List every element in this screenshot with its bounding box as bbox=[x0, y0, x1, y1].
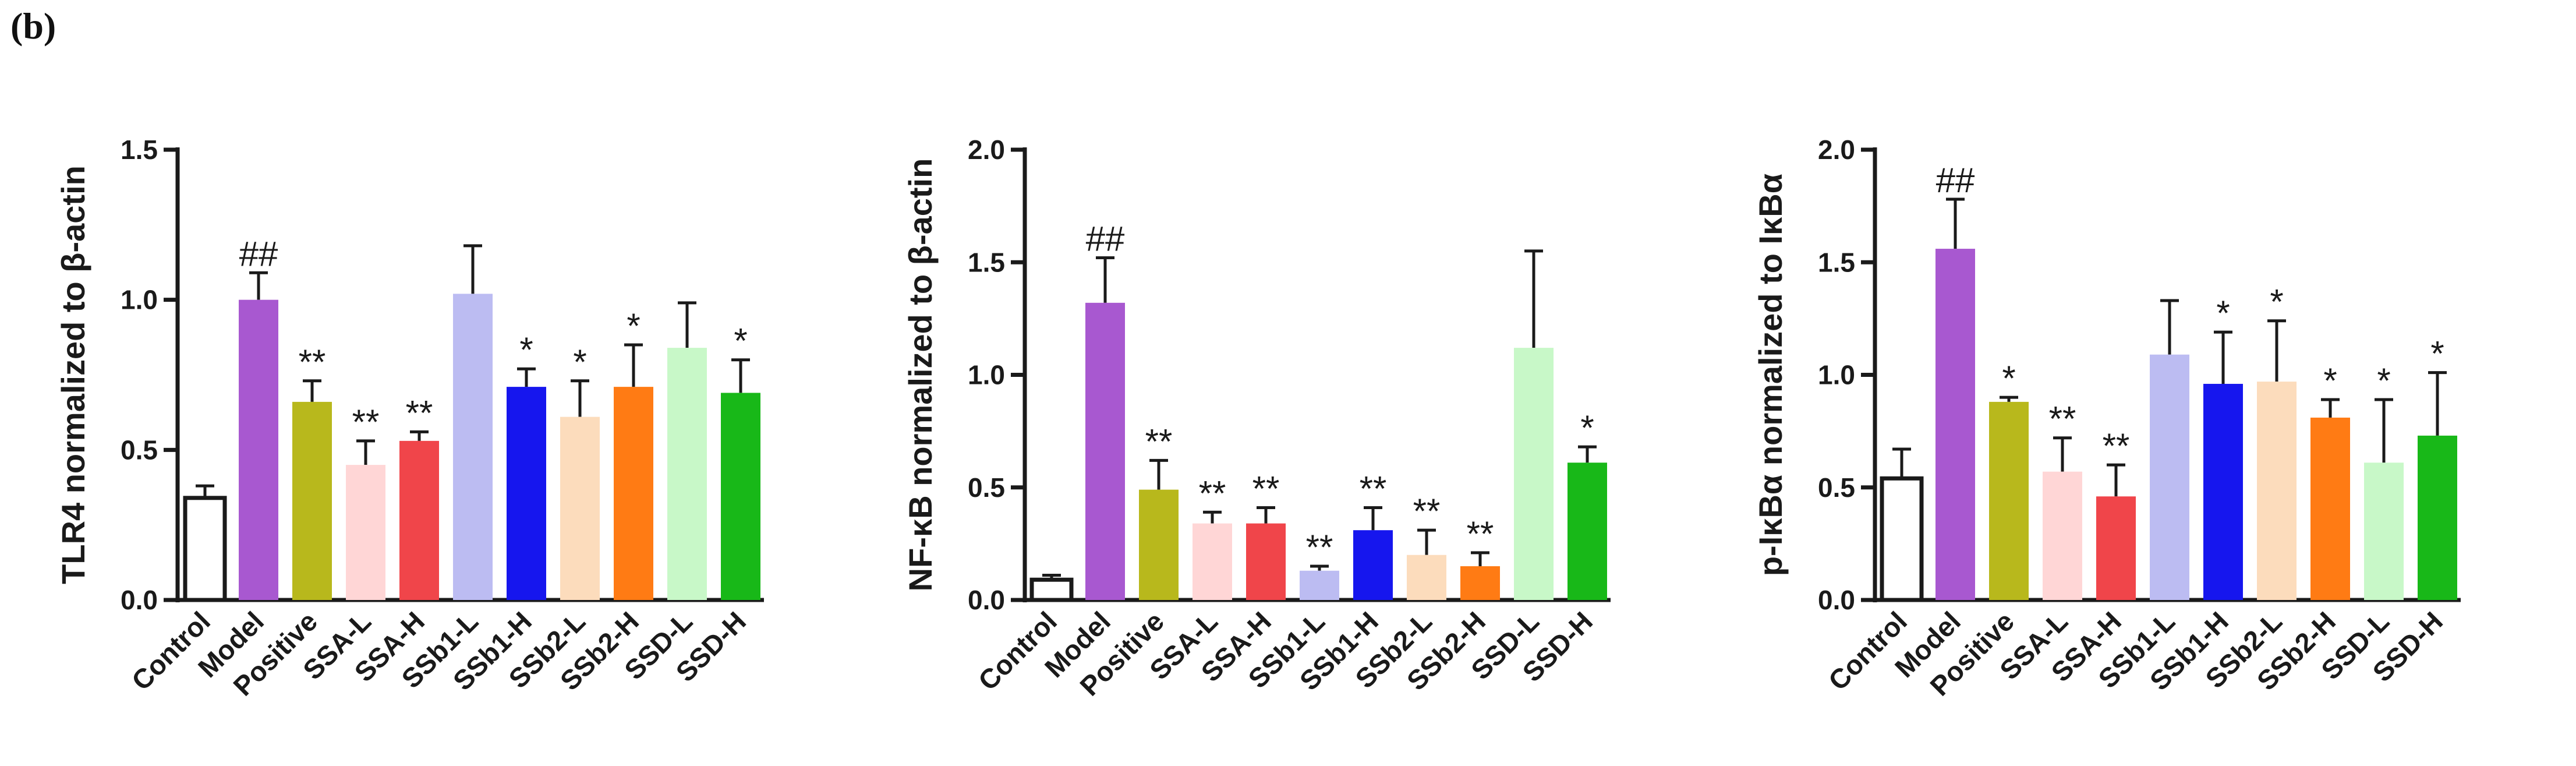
y-tick-label: 1.5 bbox=[968, 247, 1005, 277]
bar-ssd-h bbox=[2418, 435, 2457, 600]
bar-control bbox=[1029, 577, 1074, 602]
significance-marker: ** bbox=[2103, 426, 2130, 465]
significance-marker: * bbox=[2002, 359, 2015, 398]
significance-marker: * bbox=[519, 330, 533, 369]
y-tick-label: 0.0 bbox=[968, 585, 1005, 615]
significance-marker: * bbox=[2377, 361, 2390, 400]
bar-model bbox=[1935, 249, 1975, 600]
bar-ssb2-l bbox=[2257, 382, 2297, 600]
bar-ssb1-h bbox=[1353, 530, 1393, 600]
y-tick-label: 2.0 bbox=[968, 135, 1005, 165]
significance-marker: ** bbox=[1360, 470, 1387, 509]
bar-ssb1-l bbox=[2150, 354, 2189, 600]
y-axis-label: NF-κB normalized to β-actin bbox=[902, 158, 939, 592]
bar-positive bbox=[1139, 489, 1179, 600]
significance-marker: ** bbox=[1252, 470, 1280, 509]
y-tick-label: 1.0 bbox=[121, 285, 158, 315]
y-tick-label: 1.0 bbox=[968, 360, 1005, 390]
bar-ssa-h bbox=[2096, 496, 2136, 600]
bar-model bbox=[1085, 302, 1125, 600]
bar-ssd-h bbox=[721, 393, 760, 600]
bar-ssb2-l bbox=[1407, 555, 1446, 600]
y-tick-label: 2.0 bbox=[1818, 135, 1855, 165]
significance-marker: ** bbox=[1199, 474, 1226, 513]
bar-ssd-l bbox=[667, 348, 707, 600]
significance-marker: ** bbox=[1306, 528, 1333, 567]
bar-ssb1-h bbox=[507, 387, 546, 600]
y-tick-label: 1.5 bbox=[1818, 247, 1855, 277]
y-tick-label: 0.5 bbox=[968, 472, 1005, 503]
bar-ssb1-l bbox=[453, 294, 493, 600]
significance-marker: * bbox=[627, 306, 640, 345]
y-tick-label: 0.5 bbox=[121, 435, 158, 465]
bar-ssb1-h bbox=[2203, 383, 2243, 600]
bar-ssa-h bbox=[1246, 523, 1286, 600]
bar-positive bbox=[292, 401, 332, 600]
bar-ssb2-l bbox=[560, 416, 600, 600]
y-tick-label: 1.5 bbox=[121, 135, 158, 165]
bar-ssa-h bbox=[399, 440, 439, 600]
significance-marker: * bbox=[2270, 283, 2283, 322]
significance-marker: * bbox=[2323, 361, 2337, 400]
significance-marker: * bbox=[2216, 294, 2230, 333]
y-tick-label: 1.0 bbox=[1818, 360, 1855, 390]
chart-nfkb: 0.0 0.5 1.0 1.5 2.0 NF-κB normalized to β-act… bbox=[902, 135, 1611, 702]
significance-marker: ** bbox=[2049, 400, 2076, 439]
significance-marker: ## bbox=[239, 234, 278, 273]
significance-marker: ** bbox=[406, 393, 433, 432]
bar-positive bbox=[1989, 401, 2029, 600]
significance-marker: ## bbox=[1936, 161, 1975, 200]
bar-ssa-l bbox=[1193, 523, 1232, 600]
significance-marker: * bbox=[734, 322, 747, 361]
y-tick-label: 0.5 bbox=[1818, 472, 1855, 503]
chart-pikba: 0.0 0.5 1.0 1.5 2.0 p-IκBα normalized to IκBα… bbox=[1752, 135, 2461, 702]
bar-ssa-l bbox=[346, 465, 385, 600]
significance-marker: * bbox=[573, 343, 586, 382]
bar-ssb2-h bbox=[614, 387, 653, 600]
significance-marker: ** bbox=[1467, 514, 1494, 553]
significance-marker: * bbox=[2430, 334, 2444, 373]
significance-marker: ** bbox=[299, 343, 326, 382]
significance-marker: ** bbox=[1413, 492, 1441, 531]
panel-label: (b) bbox=[10, 5, 56, 47]
bar-ssd-l bbox=[2364, 463, 2404, 600]
bar-model bbox=[239, 299, 278, 600]
bar-ssd-h bbox=[1567, 463, 1607, 600]
significance-marker: ** bbox=[352, 403, 380, 442]
significance-marker: ## bbox=[1086, 220, 1125, 259]
significance-marker: ** bbox=[1145, 422, 1173, 461]
bar-ssb1-l bbox=[1300, 570, 1339, 600]
bar-ssb2-h bbox=[1460, 566, 1500, 600]
bar-ssa-l bbox=[2043, 471, 2082, 600]
bar-ssd-l bbox=[1514, 348, 1554, 600]
y-axis-label: p-IκBα normalized to IκBα bbox=[1752, 174, 1789, 576]
y-tick-label: 0.0 bbox=[121, 585, 158, 615]
bar-ssb2-h bbox=[2310, 417, 2350, 600]
y-tick-label: 0.0 bbox=[1818, 585, 1855, 615]
bar-control bbox=[1880, 476, 1924, 602]
bar-control bbox=[183, 496, 227, 602]
significance-marker: * bbox=[1580, 408, 1594, 447]
y-axis-label: TLR4 normalized to β-actin bbox=[55, 165, 91, 584]
